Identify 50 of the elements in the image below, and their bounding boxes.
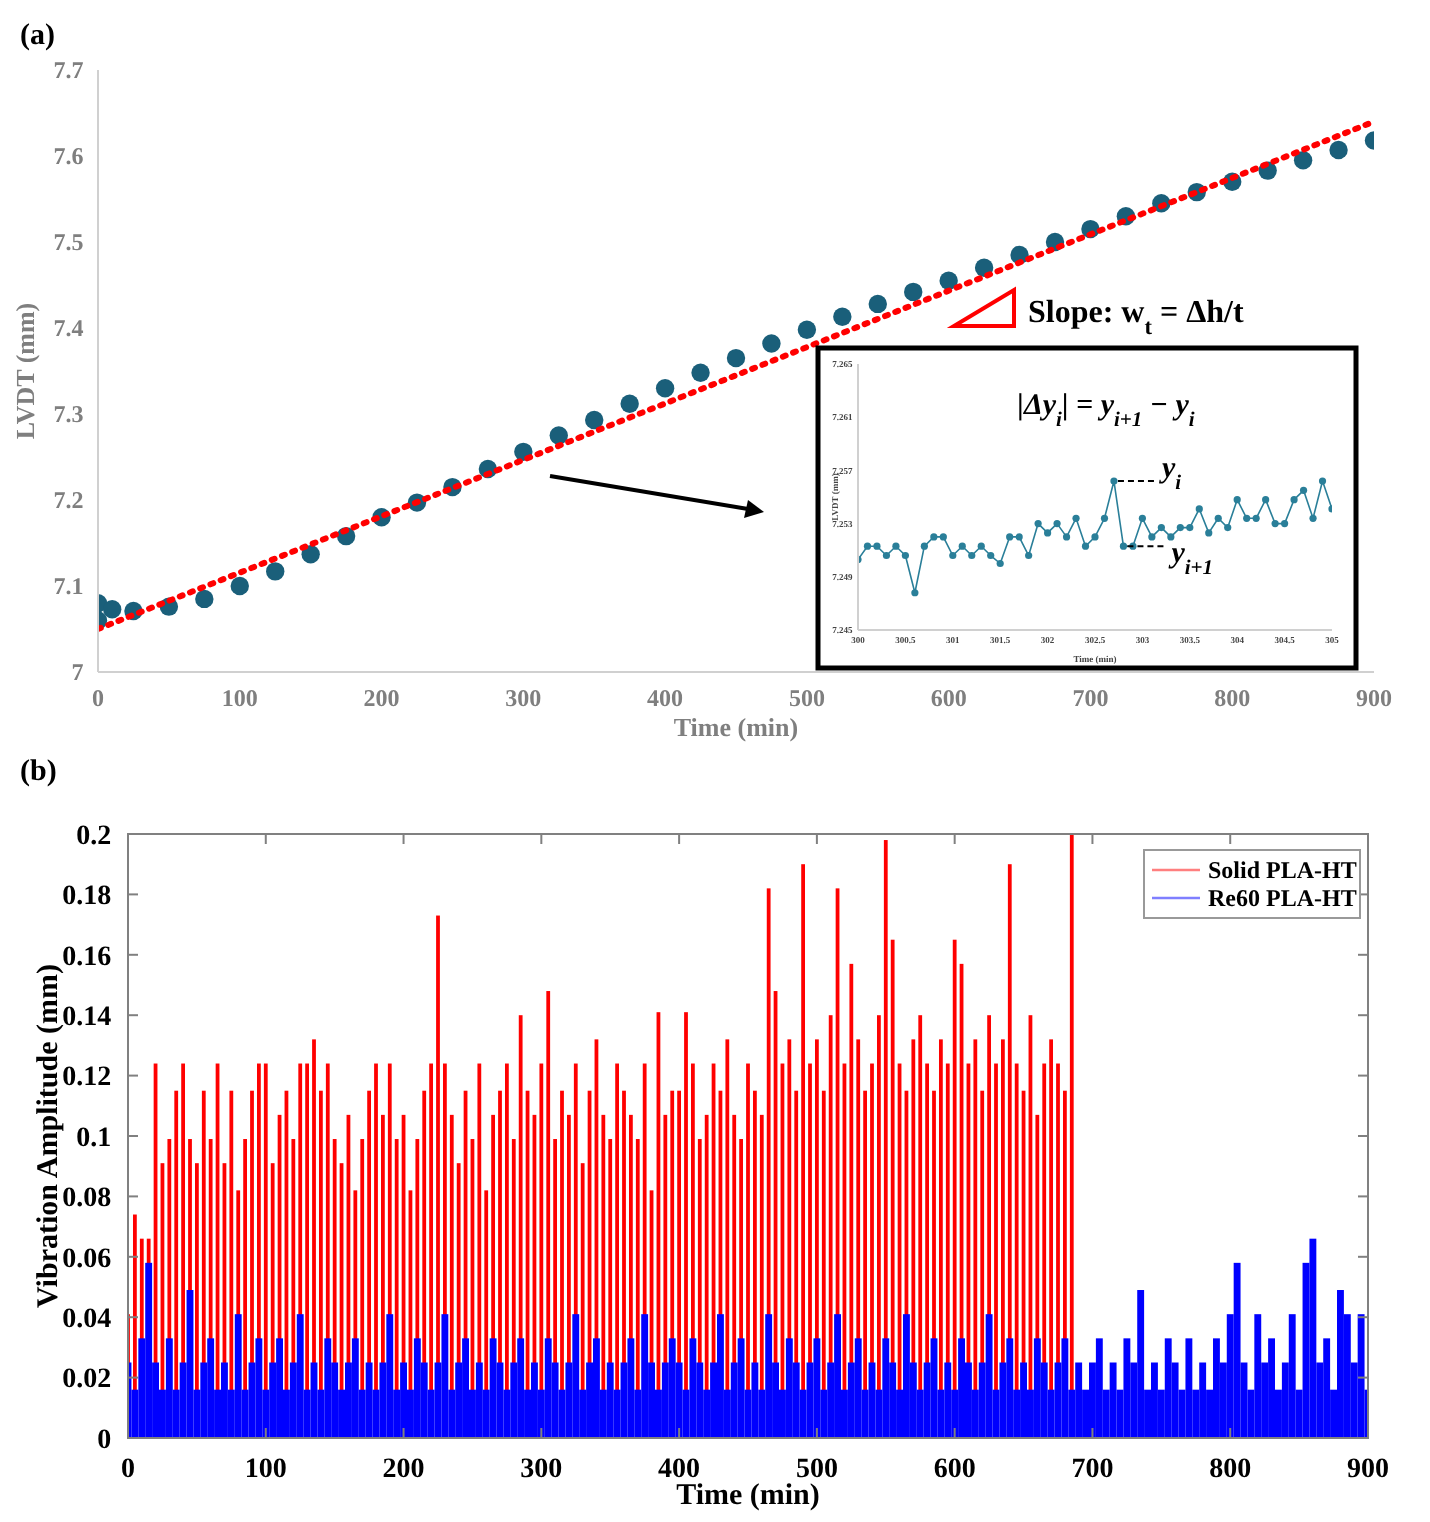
y-tick-label: 0.08	[62, 1184, 112, 1215]
x-tick-label: 700	[1072, 683, 1109, 712]
y-tick-label: 0.14	[62, 1003, 112, 1033]
annotation: y$_{i}$	[1157, 453, 1182, 495]
y-tick-label: 0.16	[62, 942, 112, 973]
x-tick-label: 900	[1347, 1455, 1389, 1486]
x-tick-label: 100	[244, 1455, 287, 1486]
x-tick-label: 300	[505, 683, 542, 712]
chart-title: (a)	[20, 20, 55, 52]
x-tick-label: 300	[520, 1455, 563, 1486]
y-tick-label: 7.5	[53, 228, 84, 257]
x-tick-label: 500	[795, 1455, 838, 1486]
y-tick-label: 0.1	[76, 1123, 112, 1154]
x-tick-label: 100	[221, 683, 258, 712]
x-tick-label: 600	[933, 1455, 976, 1486]
y-tick-label: 0.06	[62, 1244, 112, 1275]
annotation: |Δy$_{i}$| = y$_{i+1}$ − y$_{i}$	[1017, 390, 1195, 431]
y-tick-label: 7.7	[53, 56, 84, 85]
annotation: y$_{i+1}$	[1167, 538, 1214, 580]
y-tick-label: 0.18	[62, 882, 112, 913]
annotation: Slope: w$_{t}$ = Δh/t	[1028, 296, 1245, 340]
x-axis-title: Time (min)	[676, 1480, 820, 1512]
y-tick-label: 7.2	[53, 486, 84, 515]
x-tick-label: 0	[121, 1455, 135, 1486]
chart-title: (b)	[20, 756, 57, 788]
y-axis-title: LVDT (mm)	[10, 302, 41, 440]
y-tick-label: 0.2	[76, 821, 112, 852]
x-tick-label: 200	[363, 683, 400, 712]
y-tick-label: 7.4	[53, 314, 84, 343]
x-axis-title: Time (min)	[673, 712, 799, 742]
x-tick-label: 400	[647, 683, 684, 712]
x-tick-label: 200	[382, 1455, 425, 1486]
y-tick-label: 0.02	[62, 1365, 112, 1396]
x-tick-label: 600	[930, 683, 967, 712]
y-tick-label: 0	[97, 1425, 112, 1456]
x-tick-label: 700	[1071, 1455, 1114, 1486]
x-tick-label: 500	[788, 683, 825, 712]
x-tick-label: 900	[1356, 683, 1392, 712]
y-tick-label: 7.1	[53, 572, 84, 601]
legend-label: Re60 PLA-HT	[1208, 884, 1357, 912]
y-tick-label: 0.04	[62, 1305, 112, 1335]
y-tick-label: 0.12	[62, 1063, 112, 1094]
y-axis-title: Vibration Amplitude (mm)	[33, 964, 65, 1308]
x-tick-label: 800	[1209, 1455, 1252, 1486]
y-tick-label: 7.6	[53, 142, 84, 171]
x-tick-label: 800	[1214, 683, 1251, 712]
legend-label: Solid PLA-HT	[1208, 856, 1357, 884]
y-tick-label: 7	[71, 658, 84, 687]
x-tick-label: 400	[658, 1455, 701, 1486]
y-tick-label: 7.3	[53, 400, 84, 429]
